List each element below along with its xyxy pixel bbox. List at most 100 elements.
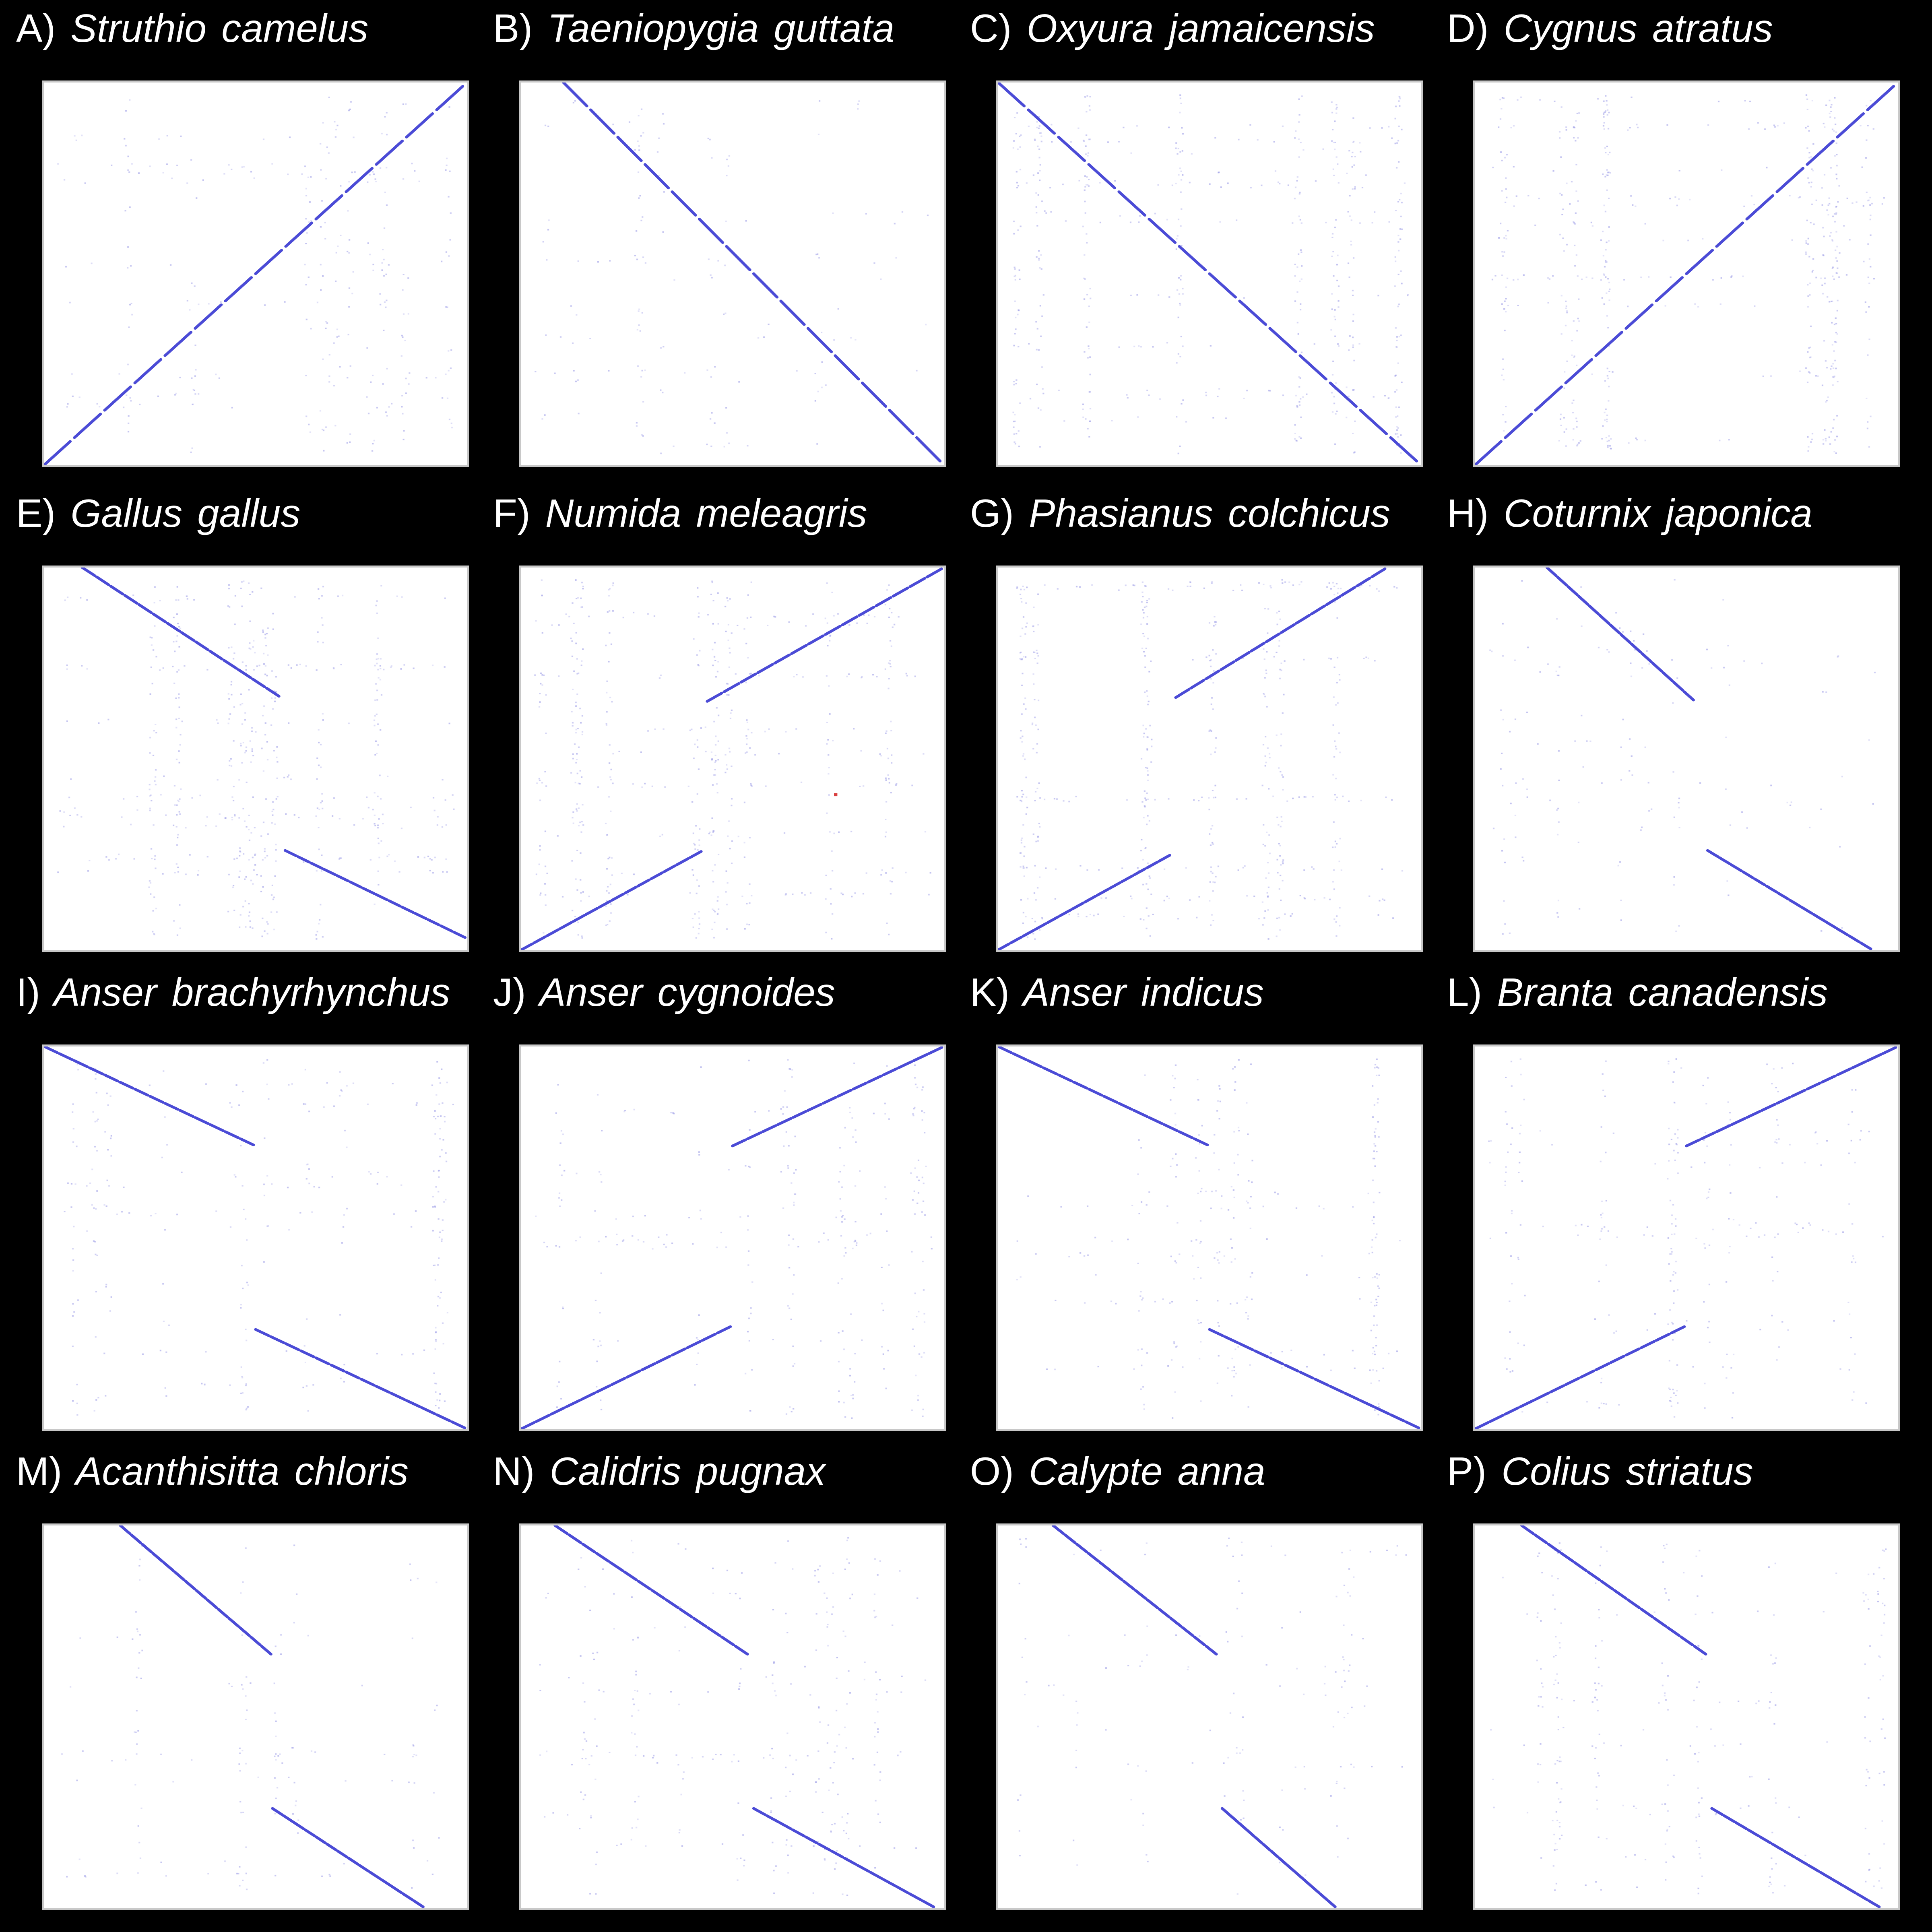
noise-dot: [804, 894, 806, 896]
noise-dot: [541, 684, 543, 686]
synteny-segment: [329, 1363, 346, 1373]
noise-dot: [1024, 633, 1026, 635]
noise-dot: [1334, 309, 1336, 311]
noise-dot: [581, 582, 583, 584]
noise-dot: [1725, 737, 1727, 738]
noise-dot: [351, 293, 353, 295]
noise-dot: [901, 1676, 903, 1677]
noise-dot: [125, 144, 127, 147]
synteny-segment: [908, 577, 926, 588]
noise-dot: [1603, 1403, 1605, 1405]
noise-dot: [1141, 839, 1143, 840]
noise-dot: [331, 1176, 333, 1178]
noise-dot: [318, 1187, 320, 1189]
noise-dot: [1394, 118, 1396, 120]
noise-dot: [1504, 1185, 1506, 1186]
noise-dot: [321, 800, 323, 802]
panel-f: F) Numida meleagris: [493, 489, 960, 964]
noise-dot: [857, 103, 859, 105]
noise-dot: [1282, 861, 1284, 863]
noise-dot: [1573, 222, 1575, 224]
noise-dot: [827, 645, 829, 646]
noise-dot: [386, 204, 388, 206]
noise-dot: [717, 740, 719, 742]
noise-dot: [303, 861, 305, 863]
noise-dot: [1376, 1273, 1378, 1275]
noise-dot: [917, 1159, 920, 1161]
noise-dot: [1214, 621, 1216, 623]
noise-dot: [1142, 883, 1144, 886]
noise-dot: [1294, 424, 1296, 426]
noise-dot: [1024, 758, 1026, 760]
noise-dot: [1504, 1357, 1506, 1359]
noise-dot: [1828, 436, 1830, 438]
noise-dot: [1808, 446, 1810, 448]
noise-dot: [1038, 148, 1040, 150]
noise-dot: [608, 370, 610, 372]
noise-dot: [1147, 638, 1149, 640]
noise-dot: [86, 1185, 88, 1187]
synteny-segment: [80, 568, 96, 577]
noise-dot: [1284, 660, 1286, 662]
noise-dot: [1168, 898, 1170, 900]
noise-dot: [1068, 914, 1070, 916]
noise-dot: [787, 1167, 789, 1169]
noise-dot: [1669, 1199, 1672, 1201]
noise-dot: [1036, 126, 1038, 128]
dot-plot-svg: [521, 1046, 943, 1429]
noise-dot: [831, 1613, 833, 1615]
noise-dot: [1750, 1228, 1752, 1230]
noise-dot: [877, 1728, 879, 1730]
noise-dot: [1360, 151, 1362, 153]
noise-dot: [151, 858, 153, 860]
noise-dot: [1084, 96, 1086, 98]
noise-dot: [1150, 867, 1152, 869]
noise-dot: [684, 372, 686, 374]
noise-dot: [107, 1149, 109, 1151]
synteny-segment: [325, 1842, 338, 1852]
noise-dot: [273, 690, 275, 692]
noise-dot: [639, 330, 641, 332]
noise-dot: [882, 1309, 884, 1311]
synteny-segment: [1715, 221, 1744, 248]
noise-dot: [838, 831, 840, 833]
noise-dot: [850, 830, 852, 832]
noise-dot: [131, 163, 133, 165]
noise-dot: [1234, 1089, 1236, 1091]
noise-dot: [1237, 1154, 1239, 1156]
synteny-segment: [643, 163, 670, 190]
noise-dot: [348, 306, 350, 308]
noise-dot: [70, 1183, 73, 1185]
noise-dot: [634, 1801, 636, 1803]
noise-dot: [1579, 440, 1581, 442]
noise-dot: [826, 1597, 828, 1599]
noise-dot: [644, 262, 647, 264]
noise-dot: [1192, 659, 1194, 661]
noise-dot: [855, 1221, 857, 1223]
noise-dot: [780, 1108, 782, 1110]
noise-dot: [444, 597, 446, 599]
noise-dot: [844, 1218, 846, 1220]
noise-dot: [1086, 916, 1088, 918]
noise-dot: [1027, 898, 1029, 900]
noise-dot: [1179, 355, 1181, 357]
noise-dot: [1507, 1151, 1509, 1153]
noise-dot: [294, 596, 296, 598]
noise-dot: [749, 747, 751, 749]
noise-dot: [1670, 1253, 1672, 1255]
noise-dot: [1741, 811, 1743, 813]
noise-dot: [1140, 623, 1142, 625]
noise-dot: [1503, 308, 1505, 310]
noise-dot: [1504, 923, 1506, 925]
noise-dot: [1509, 1371, 1511, 1373]
noise-dot: [1192, 1255, 1194, 1257]
noise-dot: [1273, 141, 1275, 143]
noise-dot: [1602, 173, 1604, 175]
noise-dot: [1581, 714, 1583, 716]
noise-dot: [1086, 326, 1088, 328]
noise-dot: [1043, 799, 1046, 801]
noise-dot: [1209, 729, 1212, 731]
synteny-segment: [208, 650, 224, 661]
noise-dot: [747, 729, 749, 731]
synteny-segment: [1145, 861, 1159, 869]
